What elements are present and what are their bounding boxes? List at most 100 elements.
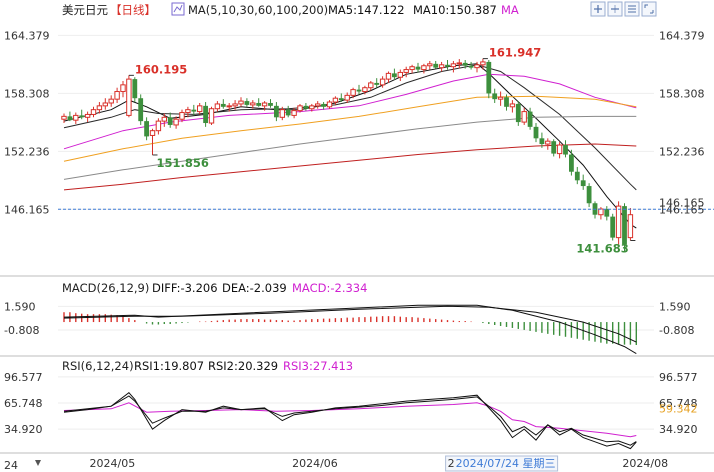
rsi1-line	[63, 392, 637, 450]
candle-body-up	[155, 120, 162, 132]
candle-body-up	[102, 102, 108, 107]
candle-body-up	[332, 97, 339, 103]
candle-body-up	[474, 64, 480, 69]
candle-body-down	[445, 64, 450, 67]
price-tick-right: 152.236	[659, 145, 705, 158]
candle-body-down	[580, 180, 586, 187]
candle-body-down	[303, 105, 309, 109]
macd-tick-right: -0.808	[659, 324, 694, 337]
candle-body-up	[545, 140, 551, 145]
rsi-tick-left: 34.920	[4, 423, 43, 436]
candle-body-down	[574, 171, 580, 181]
candle-body-down	[569, 154, 574, 172]
candle-body-up	[521, 111, 527, 123]
candle-body-down	[551, 141, 557, 154]
symbol-label: 美元日元	[62, 3, 108, 17]
corner-tag-text: 24	[4, 459, 18, 472]
candle-body-up	[368, 82, 374, 89]
candle-body-down	[244, 101, 250, 105]
candle-body-up	[315, 103, 321, 107]
candle-body-up	[96, 105, 103, 111]
candle-body-down	[144, 121, 149, 137]
time-axis-label: 2024/06	[292, 457, 338, 470]
candle-body-up	[84, 113, 91, 118]
ma5-value: MA5:147.122	[328, 3, 405, 17]
price-tick-left: 146.165	[4, 203, 50, 216]
price-tick-left: 164.379	[4, 29, 50, 42]
macd-diff-line	[63, 304, 637, 355]
crosshair-date-label: 2 2024/07/24 星期三	[445, 455, 559, 472]
macd-value: MACD:-2.334	[292, 281, 367, 295]
candle-body-up	[120, 84, 126, 93]
price-tick-left: 152.236	[4, 145, 50, 158]
crosshair-date-text: 2024/07/24 星期三	[456, 457, 556, 470]
rsi-tick-right: 96.577	[659, 371, 698, 384]
candle-body-up	[598, 208, 604, 216]
period-label: 【日线】	[110, 3, 156, 17]
candle-body-up	[615, 205, 622, 239]
ma-line-ma30	[63, 95, 637, 162]
macd-indicator	[63, 304, 637, 355]
candle-body-down	[504, 97, 509, 107]
candle-body-down	[533, 126, 539, 139]
candle-body-up	[497, 96, 504, 100]
candle-body-up	[403, 69, 409, 73]
candle-body-up	[214, 103, 221, 110]
candle-body-up	[114, 91, 120, 100]
candle-body-up	[362, 87, 368, 93]
candle-body-down	[203, 105, 208, 124]
price-tick-right: 146.165	[659, 203, 705, 216]
candle-body-up	[509, 103, 516, 108]
candle-body-down	[415, 66, 421, 70]
ma-extra: MA	[501, 3, 519, 17]
candle-body-up	[480, 61, 486, 66]
high-annotation: 161.947	[489, 46, 541, 60]
candle-body-up	[438, 64, 445, 69]
candle-body-down	[256, 102, 262, 106]
candle-body-down	[138, 98, 144, 122]
price-annotations: 160.195 151.856 161.947 141.683	[128, 46, 636, 255]
time-axis-label: 2024/05	[90, 457, 136, 470]
indicator-selector-icon[interactable]	[171, 2, 185, 16]
candle-body-up	[126, 78, 132, 116]
candle-body-up	[450, 63, 457, 68]
candle-body-down	[433, 63, 439, 68]
candle-body-up	[179, 112, 185, 120]
candle-body-down	[285, 109, 291, 116]
ma-params: MA(5,10,30,60,100,200)	[188, 3, 328, 17]
candle-body-down	[492, 93, 498, 100]
candle-body-up	[238, 100, 244, 105]
candle-body-up	[297, 105, 303, 112]
candle-body-down	[132, 79, 138, 99]
rsi2-value: RSI2:20.329	[208, 359, 278, 373]
candle-body-down	[468, 65, 474, 68]
candle-body-down	[563, 145, 568, 155]
candle-body-up	[108, 98, 114, 104]
candle-body-down	[527, 111, 533, 127]
candle-body-up	[208, 108, 215, 124]
high-annotation: 160.195	[135, 62, 187, 76]
candle-body-down	[374, 82, 380, 85]
price-tick-right: 164.379	[659, 29, 705, 42]
candle-body-up	[279, 109, 286, 118]
grid-icon[interactable]	[624, 1, 640, 17]
time-axis-label: 2	[448, 457, 455, 470]
expand-icon[interactable]	[641, 1, 657, 17]
candle-body-down	[604, 208, 610, 217]
zoom-out-icon[interactable]	[607, 1, 623, 17]
candle-body-up	[197, 105, 203, 113]
candle-body-up	[344, 94, 350, 101]
rsi-indicator	[63, 392, 637, 450]
candle-body-up	[291, 110, 297, 116]
candle-body-up	[397, 71, 404, 78]
macd-tick-left: 1.590	[4, 300, 36, 313]
candle-body-up	[73, 114, 79, 121]
price-tick-left: 158.308	[4, 87, 50, 100]
ma10-value: MA10:150.387	[413, 3, 497, 17]
candle-body-up	[226, 105, 232, 108]
macd-dea-line	[63, 305, 637, 343]
zoom-in-icon[interactable]	[590, 1, 606, 17]
rsi2-line	[63, 395, 637, 446]
candle-body-down	[191, 109, 197, 112]
